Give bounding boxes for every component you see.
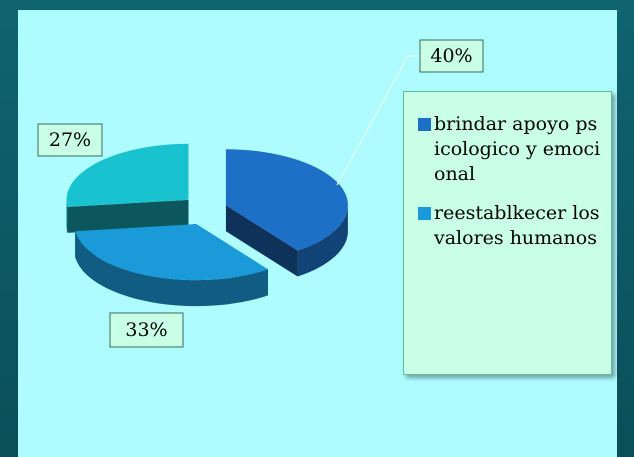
data-label-box: [37, 123, 103, 157]
leader-line: [336, 55, 420, 186]
data-label: 40%: [430, 45, 472, 67]
slice-wall: [67, 199, 189, 233]
legend-swatch: [418, 207, 431, 220]
slice: [225, 149, 348, 251]
legend-entry: brindar apoyo psicologico y emocional: [418, 112, 603, 187]
legend: brindar apoyo psicologico y emocional ree…: [403, 91, 612, 375]
slice-side: [75, 231, 268, 307]
slice-side: [66, 199, 68, 233]
legend-label: reestablkecer los valores humanos: [434, 202, 600, 249]
legend-entry: reestablkecer los valores humanos: [418, 201, 603, 251]
data-label: 27%: [49, 129, 91, 151]
data-label-box: [109, 312, 184, 348]
legend-label: brindar apoyo psicologico y emocional: [434, 113, 601, 185]
data-label: 33%: [125, 319, 167, 341]
slice: [75, 224, 268, 281]
legend-swatch: [418, 118, 431, 131]
slice: [66, 143, 189, 207]
data-label-box: [419, 39, 484, 73]
slice-wall: [225, 205, 298, 277]
slice-side: [297, 205, 348, 277]
